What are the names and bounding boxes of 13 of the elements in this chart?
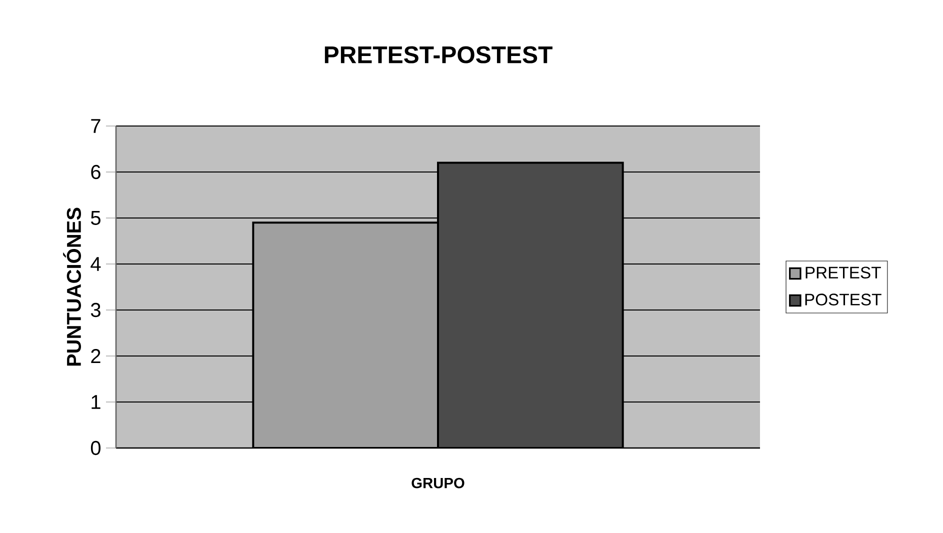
y-tick-label: 2 <box>91 349 100 363</box>
legend-label: POSTEST <box>805 294 882 306</box>
y-tick-label: 7 <box>91 119 100 133</box>
y-tick-label: 4 <box>90 257 101 271</box>
chart-title: PRETEST-POSTEST <box>324 46 552 64</box>
y-tick-label: 0 <box>90 440 100 456</box>
y-tick-label: 3 <box>90 302 100 318</box>
y-tick-label: 1 <box>92 395 100 409</box>
y-tick-label: 6 <box>91 164 100 180</box>
x-axis-title: GRUPO <box>412 478 464 488</box>
y-axis-title: PUNTUACIÓNES <box>63 208 82 366</box>
y-tick-label: 5 <box>90 211 100 225</box>
legend-label: PRETEST <box>806 266 881 279</box>
